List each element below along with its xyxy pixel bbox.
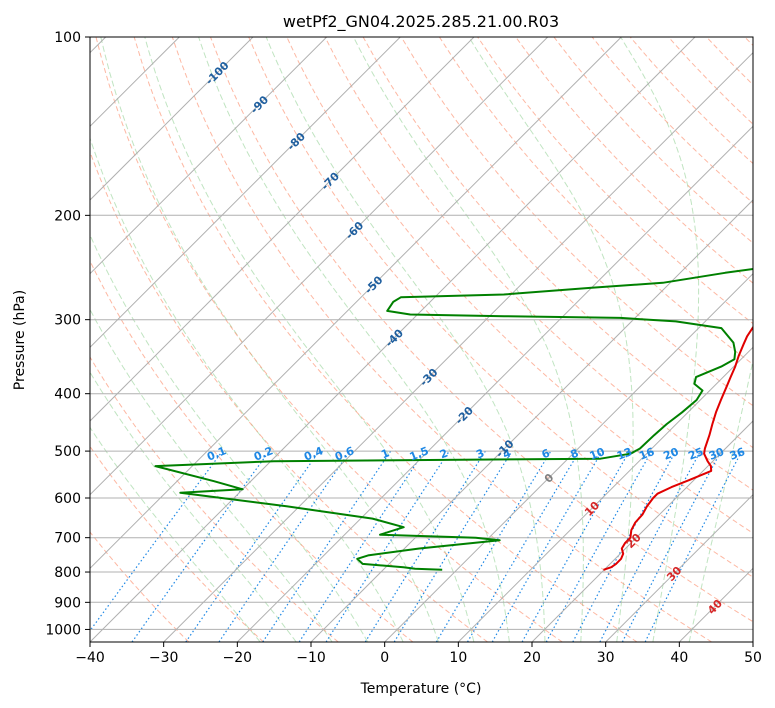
- dry-adiabat-line: [248, 37, 753, 578]
- isotherm-line: [90, 37, 696, 642]
- mixing-ratio-line: [572, 450, 677, 642]
- dry-adiabat-line: [210, 37, 753, 623]
- y-tick-label: 900: [54, 595, 81, 611]
- mixing-ratio-line: [90, 450, 223, 632]
- line-labels: 0.1 0.2 0.4 0.6 1 1.5 2 3 4 6 8 10 13 16 20 25 30 36-100-…: [203, 59, 747, 617]
- mixing-ratio-label: 30: [707, 445, 726, 463]
- y-tick-label: 400: [54, 387, 81, 403]
- mixing-ratio-label: 13: [615, 445, 634, 463]
- moist-adiabat-line: [90, 136, 404, 642]
- y-tick-label: 100: [54, 30, 81, 46]
- moist-adiabat-line: [198, 37, 510, 642]
- moist-adiabat-line: [90, 233, 369, 642]
- y-tick-label: 300: [54, 313, 81, 329]
- dry-adiabat-line: [90, 150, 488, 642]
- mixing-ratio-label: 10: [588, 445, 607, 463]
- x-tick-label: −10: [296, 650, 326, 666]
- moist-adiabat-line: [688, 358, 753, 642]
- isotherm-line: [90, 37, 622, 570]
- dry-adiabat-line: [95, 37, 563, 642]
- plot-area: 0.1 0.2 0.4 0.6 1 1.5 2 3 4 6 8 10 13 16 20 25 30 36-100-…: [90, 37, 753, 642]
- mixing-ratio-lines: [90, 450, 743, 642]
- moist-adiabat-line: [90, 371, 297, 642]
- mixing-ratio-label: 20: [662, 445, 681, 463]
- mixing-ratio-line: [644, 450, 743, 642]
- x-tick-label: 30: [597, 650, 615, 666]
- y-tick-label: 1000: [45, 622, 81, 638]
- isotherm-line: [90, 37, 549, 496]
- mixing-ratio-line: [521, 450, 631, 642]
- mixing-ratio-label: 25: [686, 445, 705, 463]
- skewed-isotherms: [90, 37, 753, 642]
- x-tick-label: −40: [75, 650, 105, 666]
- y-tick-label: 600: [54, 491, 81, 507]
- mixing-ratio-label: 16: [637, 445, 656, 463]
- dry-adiabat-line: [133, 37, 638, 642]
- x-tick-label: 50: [744, 650, 762, 666]
- isotherm-line: [605, 493, 753, 642]
- isotherm-line: [90, 37, 254, 201]
- moist-adiabat-line: [90, 426, 261, 642]
- dry-adiabat-line: [324, 37, 753, 491]
- mixing-ratio-label: 8: [569, 446, 581, 461]
- mixing-ratio-line: [325, 450, 450, 642]
- chart-title: wetPf2_GN04.2025.285.21.00.R03: [283, 12, 559, 32]
- isotherm-line: [531, 420, 753, 642]
- moist-adiabat-line: [144, 37, 475, 642]
- mixing-ratio-line: [545, 450, 653, 642]
- mixing-ratio-line: [393, 450, 513, 642]
- moist-adiabat-line: [100, 37, 439, 642]
- dry-adiabat-line: [90, 531, 190, 642]
- moist-adiabats: [90, 37, 753, 642]
- dry-adiabat-line: [171, 37, 712, 642]
- isotherm-line: [163, 51, 753, 642]
- y-tick-label: 700: [54, 531, 81, 547]
- x-tick-label: 10: [449, 650, 467, 666]
- temperature-profile-line: [603, 325, 753, 571]
- mixing-ratio-label: 2: [438, 446, 450, 461]
- isotherm-line: [90, 37, 475, 422]
- profile-series: [154, 268, 753, 571]
- y-tick-label: 200: [54, 208, 81, 224]
- dry-adiabat-line: [515, 37, 753, 284]
- isotherm-line: [90, 37, 401, 349]
- dry-adiabat-line: [400, 37, 753, 407]
- y-tick-label: 500: [54, 444, 81, 460]
- dry-adiabat-line: [90, 445, 264, 642]
- isotherm-line: [90, 37, 328, 275]
- dry-adiabat-line: [90, 356, 339, 642]
- mixing-ratio-label: 1: [379, 446, 391, 461]
- dry-adiabat-line: [438, 37, 753, 366]
- y-tick-label: 800: [54, 565, 81, 581]
- moist-adiabat-line: [620, 37, 700, 642]
- x-tick-label: 40: [670, 650, 688, 666]
- isotherm-line: [310, 199, 753, 642]
- moist-adiabat-line: [353, 37, 584, 642]
- mixing-ratio-line: [262, 450, 392, 642]
- plot-frame: [89, 36, 754, 643]
- x-axis-ticks: −40 −30 −20 −10 0 10 20 30 40 50: [75, 642, 762, 666]
- mixing-ratio-label: 36: [728, 445, 747, 463]
- x-axis-label: Temperature (°C): [360, 681, 482, 697]
- x-tick-label: −20: [223, 650, 253, 666]
- mixing-ratio-line: [218, 450, 351, 642]
- mixing-ratio-line: [185, 450, 320, 642]
- y-axis-label: Pressure (hPa): [12, 290, 28, 390]
- moist-adiabat-line: [265, 37, 546, 642]
- isotherm-line: [457, 346, 753, 642]
- x-tick-label: 20: [523, 650, 541, 666]
- isotherm-line: [236, 125, 753, 642]
- mixing-ratio-label: 3: [474, 446, 486, 461]
- mixing-ratio-line: [298, 450, 425, 642]
- y-axis-ticks: 100 200 300 400 500 600 700 800 900 1000: [45, 30, 90, 638]
- mixing-ratio-line: [131, 450, 270, 642]
- x-tick-label: 0: [380, 650, 389, 666]
- dewpoint-profile-line: [154, 268, 753, 571]
- x-tick-label: −30: [149, 650, 179, 666]
